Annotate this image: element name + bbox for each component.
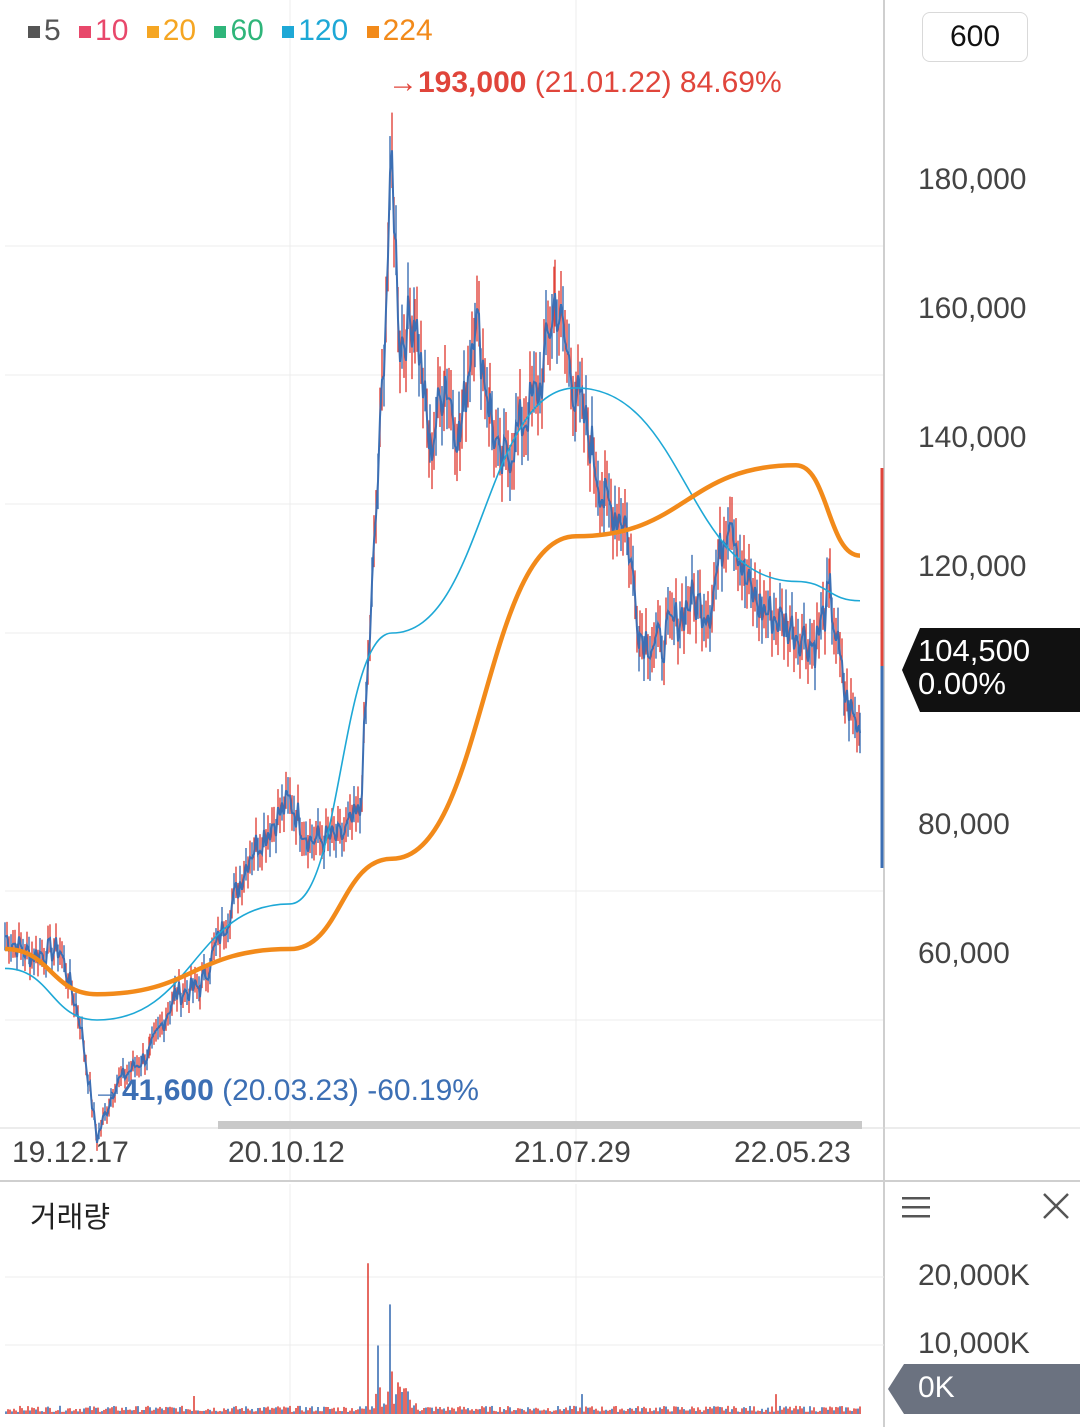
legend-label-120: 120 [298, 14, 349, 47]
current-price-text: 104,500 0.00% [918, 634, 1030, 700]
y-tick-label: 80,000 [918, 808, 1010, 841]
ma5-line [4, 150, 861, 1144]
y-tick-label: 60,000 [918, 937, 1010, 970]
legend-label-60: 60 [230, 14, 264, 47]
ma-legend: 5 10 20 60 120 224 [28, 14, 443, 48]
high-annotation: →193,000 (21.01.22) 84.69% [388, 66, 782, 100]
high-value: 193,000 [418, 66, 527, 99]
current-price-value: 104,500 [918, 633, 1031, 668]
volume-title: 거래량 [30, 1202, 111, 1234]
low-annotation: →41,600 (20.03.23) -60.19% [92, 1074, 479, 1108]
x-tick-label: 20.10.12 [228, 1136, 345, 1169]
x-tick-label: 21.07.29 [514, 1136, 631, 1169]
x-tick-label: 22.05.23 [734, 1136, 851, 1169]
current-price-change: 0.00% [918, 666, 1006, 701]
legend-label-5: 5 [44, 14, 61, 47]
legend-swatch-120 [282, 26, 295, 39]
period-button[interactable]: 600 [922, 12, 1028, 62]
legend-item-224[interactable]: 224 [366, 14, 433, 47]
legend-label-20: 20 [162, 14, 197, 47]
legend-item-60[interactable]: 60 [214, 14, 264, 47]
low-arrow: → [92, 1074, 122, 1107]
volume-current-tag [888, 1364, 1080, 1414]
legend-swatch-10 [79, 26, 92, 39]
low-value: 41,600 [122, 1074, 214, 1107]
x-tick-label: 19.12.17 [12, 1136, 129, 1169]
current-price-tag [902, 628, 1080, 712]
y-tick-label: 120,000 [918, 550, 1027, 583]
ma120-line [4, 387, 861, 1021]
legend-item-5[interactable]: 5 [28, 14, 61, 47]
y-tick-label: 160,000 [918, 292, 1027, 325]
high-arrow: → [388, 66, 418, 99]
legend-label-10: 10 [95, 14, 129, 47]
volume-current-label: 0K [918, 1371, 955, 1404]
legend-swatch-224 [366, 26, 379, 39]
ma224-line [4, 463, 861, 997]
legend-item-20[interactable]: 20 [146, 14, 197, 47]
legend-swatch-60 [214, 26, 227, 39]
high-date: (21.01.22) [534, 66, 672, 99]
legend-item-10[interactable]: 10 [79, 14, 128, 47]
low-date: (20.03.23) [222, 1074, 359, 1107]
legend-item-120[interactable]: 120 [282, 14, 348, 47]
volume-tick-label: 10,000K [918, 1327, 1030, 1360]
y-tick-label: 180,000 [918, 163, 1027, 196]
low-pct: -60.19% [367, 1074, 479, 1107]
legend-swatch-20 [146, 26, 159, 39]
high-pct: 84.69% [679, 66, 782, 99]
legend-swatch-5 [28, 26, 40, 39]
menu-icon[interactable] [900, 1194, 932, 1222]
volume-tick-label: 20,000K [918, 1259, 1030, 1292]
y-tick-label: 140,000 [918, 421, 1027, 454]
scroll-bar [218, 1121, 862, 1129]
legend-label-224: 224 [382, 14, 433, 47]
close-icon[interactable] [1040, 1190, 1072, 1222]
